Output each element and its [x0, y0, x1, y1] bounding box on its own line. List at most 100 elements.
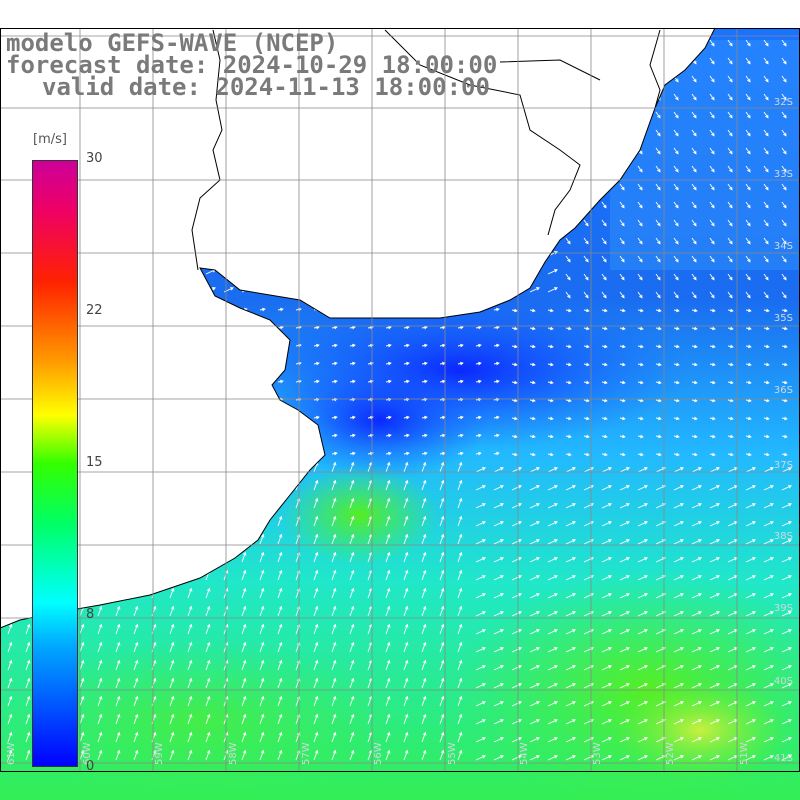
wind-arrow: [529, 416, 536, 421]
wind-arrow: [637, 755, 648, 761]
wind-arrow: [205, 343, 212, 348]
wind-arrow: [637, 93, 643, 101]
wind-arrow: [709, 611, 720, 617]
wind-arrow: [565, 647, 576, 653]
wind-arrow: [79, 713, 85, 725]
wind-arrow: [331, 695, 337, 707]
wind-arrow: [457, 641, 463, 653]
wind-arrow: [727, 183, 733, 191]
wind-arrow: [763, 273, 769, 281]
wind-arrow: [403, 569, 409, 581]
wind-arrow: [619, 611, 630, 617]
wind-arrow: [97, 415, 104, 420]
wind-arrow: [745, 273, 751, 281]
wind-arrow: [331, 533, 337, 545]
wind-arrow: [673, 755, 684, 761]
wind-arrow: [637, 485, 648, 491]
wind-arrow: [691, 93, 697, 101]
wind-arrow: [493, 575, 504, 581]
wind-arrow: [709, 255, 715, 263]
wind-arrow: [241, 379, 248, 384]
wind-arrow: [79, 479, 85, 491]
wind-arrow: [709, 755, 720, 761]
wind-arrow: [781, 362, 788, 367]
wind-arrow: [79, 551, 85, 563]
wind-arrow: [781, 521, 792, 527]
wind-arrow: [673, 111, 679, 119]
wind-arrow: [583, 39, 589, 47]
wind-arrow: [403, 325, 410, 330]
wind-arrow: [133, 125, 144, 131]
wind-arrow: [223, 325, 230, 330]
wind-arrow: [169, 677, 175, 689]
wind-arrow: [79, 569, 85, 581]
wind-arrow: [385, 451, 392, 456]
wind-arrow: [259, 379, 266, 384]
wind-arrow: [241, 461, 247, 473]
wind-arrow: [205, 587, 211, 599]
wind-arrow: [745, 380, 752, 385]
wind-arrow: [637, 183, 643, 191]
wind-arrow: [781, 398, 788, 403]
wind-arrow: [115, 479, 121, 491]
wind-arrow: [745, 467, 756, 473]
wind-arrow: [421, 197, 432, 203]
wind-arrow: [475, 325, 482, 330]
wind-arrow: [727, 75, 733, 83]
wind-arrow: [637, 165, 643, 173]
wind-arrow: [781, 183, 787, 191]
wind-arrow: [421, 287, 432, 293]
wind-arrow: [133, 623, 139, 635]
wind-arrow: [79, 143, 90, 149]
wind-arrow: [25, 713, 31, 725]
wind-arrow: [601, 503, 612, 509]
wind-arrow: [547, 521, 558, 527]
colorbar: [32, 160, 78, 767]
wind-arrow: [673, 434, 680, 439]
wind-arrow: [277, 695, 283, 707]
wind-arrow: [691, 521, 702, 527]
wind-arrow: [403, 461, 409, 473]
wind-arrow: [187, 569, 193, 581]
wind-arrow: [277, 749, 283, 761]
wind-arrow: [421, 497, 427, 509]
wind-arrow: [349, 451, 356, 456]
wind-arrow: [691, 503, 702, 509]
wind-arrow: [7, 533, 13, 545]
wind-arrow: [205, 515, 211, 527]
wind-arrow: [349, 307, 356, 312]
wind-arrow: [547, 269, 558, 275]
wind-arrow: [511, 575, 522, 581]
wind-arrow: [115, 461, 121, 473]
wind-arrow: [727, 291, 733, 299]
wind-arrow: [493, 557, 504, 563]
wind-arrow: [79, 497, 85, 509]
wind-arrow: [187, 433, 194, 438]
wind-arrow: [349, 415, 356, 420]
wind-arrow: [259, 125, 270, 131]
wind-arrow: [637, 291, 643, 299]
wind-arrow: [637, 75, 643, 83]
wind-arrow: [151, 659, 157, 671]
wind-arrow: [133, 659, 139, 671]
wind-arrow: [133, 233, 144, 239]
wind-arrow: [25, 623, 31, 635]
wind-arrow: [223, 307, 230, 312]
wind-arrow: [439, 713, 445, 725]
wind-arrow: [475, 161, 486, 167]
wind-arrow: [457, 125, 468, 131]
wind-arrow: [331, 677, 337, 689]
wind-arrow: [565, 575, 576, 581]
wind-arrow: [565, 219, 571, 227]
wind-arrow: [313, 749, 319, 761]
wind-arrow: [673, 308, 680, 313]
wind-arrow: [115, 379, 122, 384]
wind-arrow: [709, 467, 720, 473]
colorbar-tick: 0: [86, 759, 95, 774]
wind-arrow: [421, 533, 427, 545]
wind-arrow: [673, 452, 680, 457]
wind-arrow: [349, 569, 355, 581]
wind-arrow: [151, 641, 157, 653]
wind-arrow: [241, 251, 252, 257]
wind-arrow: [709, 503, 720, 509]
